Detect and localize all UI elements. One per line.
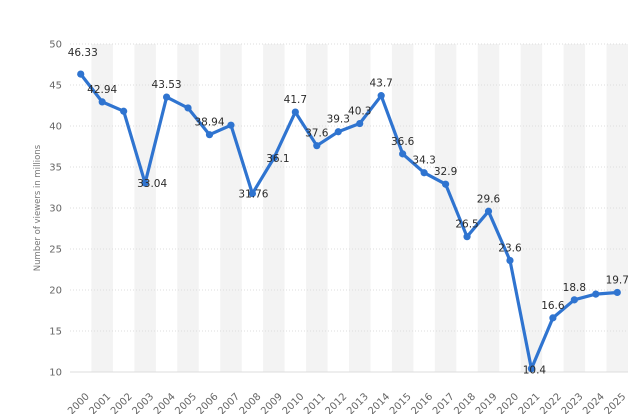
data-point-2007 (227, 121, 235, 129)
data-label-2019: 29.6 (477, 193, 501, 205)
gridlines (70, 43, 628, 373)
data-point-2018 (463, 233, 471, 241)
series-line (79, 72, 619, 371)
data-point-2021 (527, 365, 536, 373)
y-tick-label: 45 (49, 81, 62, 92)
data-label-2014: 43.7 (369, 78, 392, 90)
data-label-2016: 34.3 (412, 155, 435, 167)
y-axis-ticks: 10 15 20 25 30 35 40 45 50 (49, 40, 62, 379)
data-point-2005 (184, 104, 192, 112)
data-point-2012 (334, 128, 342, 136)
y-tick-label: 35 (49, 163, 62, 174)
data-label-2025: 19.7 (606, 274, 629, 286)
data-label-2003: 33.04 (137, 178, 167, 190)
data-label-2022: 16.6 (541, 300, 565, 312)
data-label-2001: 42.94 (87, 84, 117, 96)
data-label-2020: 23.6 (498, 242, 522, 254)
data-point-2024 (592, 290, 600, 298)
y-tick-label: 25 (49, 245, 62, 256)
y-tick-label: 10 (49, 368, 62, 379)
data-label-2023: 18.8 (563, 282, 586, 294)
y-axis-title: Number of viewers in millions (33, 144, 43, 271)
data-point-2009 (270, 154, 278, 162)
data-point-2017 (441, 180, 450, 188)
x-tick-label: 2025 (603, 391, 629, 414)
data-label-2008: 31.76 (238, 189, 268, 201)
data-label-2010: 41.7 (284, 94, 307, 106)
data-point-2023 (570, 296, 578, 304)
data-label-2009: 36.1 (266, 153, 289, 165)
data-point-2015 (399, 150, 407, 158)
data-point-2022 (549, 314, 557, 322)
data-point-2010 (291, 108, 299, 116)
data-label-2012: 39.3 (327, 114, 350, 126)
data-point-2002 (120, 107, 128, 115)
data-point-2008 (248, 189, 257, 198)
band-2001 (91, 44, 113, 372)
data-label-2004: 43.53 (152, 79, 182, 91)
data-point-2013 (356, 119, 364, 128)
band-2025 (606, 44, 628, 372)
data-label-2021: 10.4 (523, 365, 547, 377)
data-point-2004 (162, 93, 171, 101)
data-point-2019 (484, 207, 493, 215)
y-tick-label: 40 (49, 122, 62, 133)
data-point-2020 (506, 256, 514, 265)
data-label-2013: 40.3 (348, 106, 371, 118)
band-2015 (391, 44, 414, 372)
y-tick-label: 50 (49, 40, 62, 51)
data-point-2006 (205, 131, 214, 139)
data-point-2014 (377, 92, 385, 100)
data-label-2000: 46.33 (68, 47, 98, 59)
data-labels: 46.33 42.94 33.04 43.53 38.94 31.76 36.1 41.7 37… (68, 47, 629, 377)
y-tick-label: 30 (49, 204, 62, 215)
data-label-2011: 37.6 (305, 128, 329, 140)
data-label-2015: 36.6 (391, 136, 415, 148)
series-viewers (77, 70, 621, 373)
data-label-2006: 38.94 (194, 117, 224, 129)
y-tick-label: 15 (49, 327, 62, 338)
data-point-2000 (77, 70, 85, 78)
data-label-2017: 32.9 (434, 166, 457, 178)
data-label-2018: 26.5 (455, 219, 478, 231)
data-point-2003 (141, 179, 149, 187)
y-tick-label: 20 (49, 286, 62, 297)
band-2009 (263, 44, 285, 372)
data-point-2025 (613, 288, 621, 297)
data-point-2001 (98, 98, 106, 106)
data-point-2011 (313, 142, 321, 150)
data-point-2016 (420, 169, 428, 177)
band-2005 (177, 44, 199, 372)
x-axis-ticks: 2000200120022003200420052006200720082009… (66, 391, 628, 414)
